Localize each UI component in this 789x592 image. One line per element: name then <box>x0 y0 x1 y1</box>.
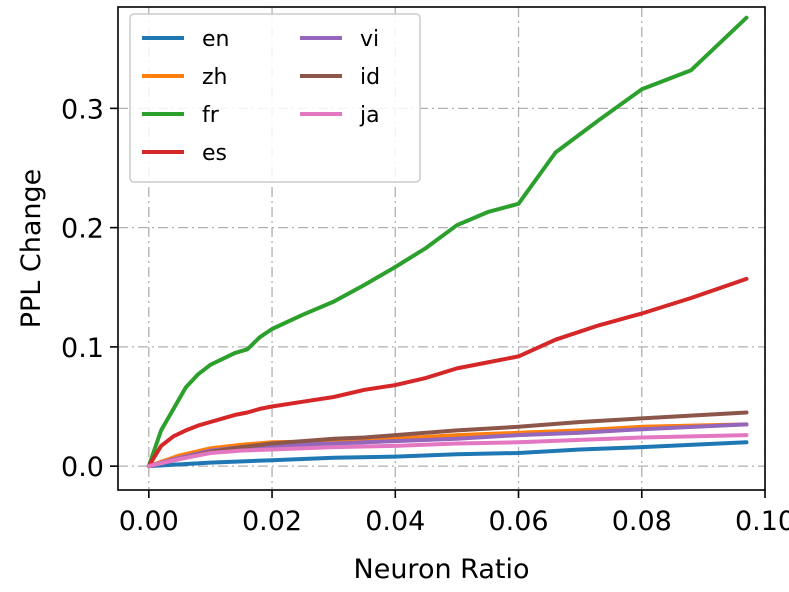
legend-label-ja: ja <box>359 103 380 128</box>
legend: en zh fr es vi id ja <box>129 13 421 183</box>
legend-label-zh: zh <box>202 65 228 90</box>
y-tick-label: 0.1 <box>61 333 104 364</box>
x-tick-label: 0.10 <box>735 506 789 537</box>
y-axis-label: PPL Change <box>16 169 47 329</box>
legend-label-en: en <box>202 27 229 52</box>
legend-label-fr: fr <box>202 103 220 128</box>
x-tick-label: 0.08 <box>612 506 672 537</box>
series-lines <box>146 15 749 469</box>
series-line-fr <box>146 15 749 469</box>
series-line-en <box>146 440 749 469</box>
series-line-es <box>146 276 749 469</box>
legend-box <box>129 13 421 183</box>
x-tick-label: 0.00 <box>119 506 179 537</box>
y-tick-label: 0.2 <box>61 214 104 245</box>
x-tick-label: 0.02 <box>242 506 302 537</box>
y-tick-label: 0.3 <box>61 94 104 125</box>
x-tick-label: 0.04 <box>365 506 425 537</box>
plot-frame <box>117 6 766 491</box>
x-axis-label: Neuron Ratio <box>354 554 530 585</box>
legend-label-vi: vi <box>360 27 379 52</box>
y-axis: 0.0 0.1 0.2 0.3 <box>61 94 118 483</box>
x-axis: 0.00 0.02 0.04 0.06 0.08 0.10 <box>119 490 789 537</box>
legend-label-id: id <box>360 65 380 90</box>
legend-label-es: es <box>202 141 227 166</box>
series-line-ja <box>146 433 749 469</box>
series-line-zh <box>146 422 749 469</box>
x-tick-label: 0.06 <box>488 506 548 537</box>
y-tick-label: 0.0 <box>61 452 104 483</box>
